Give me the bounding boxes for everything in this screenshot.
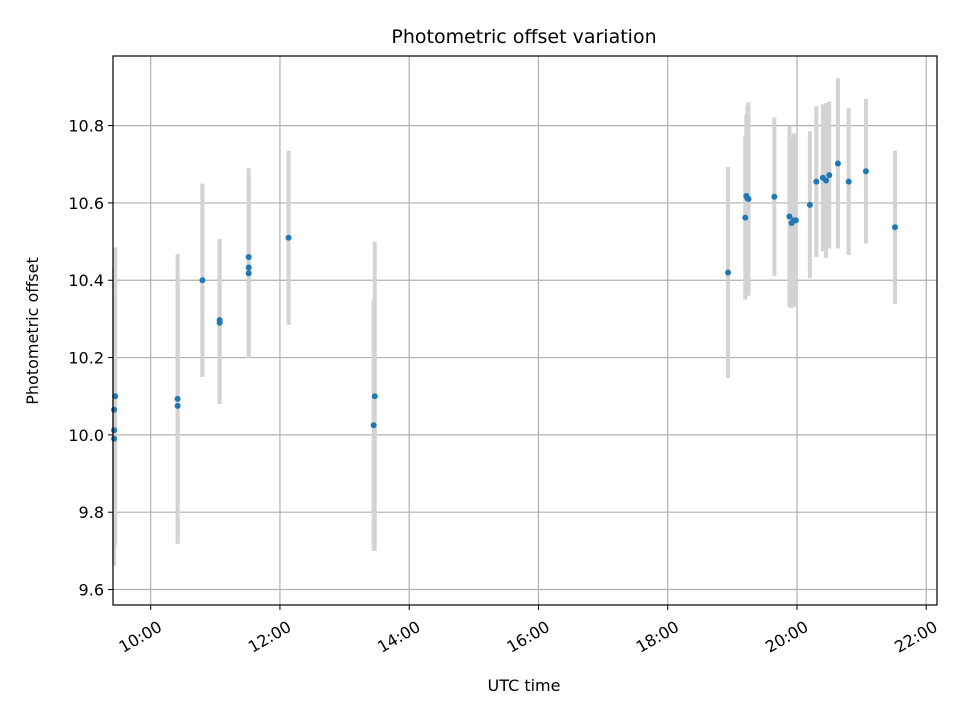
data-point [111, 406, 118, 413]
y-axis: 9.6 9.8 10.0 10.2 10.4 10.6 10.8 [68, 117, 113, 600]
data-point [112, 393, 119, 400]
y-tick-label: 10.0 [68, 426, 104, 445]
data-point [199, 277, 206, 284]
data-point [174, 402, 181, 409]
y-tick-label: 10.8 [68, 117, 104, 136]
data-point [786, 213, 793, 220]
y-tick-label: 9.6 [79, 581, 104, 600]
data-point [813, 178, 820, 185]
data-point [245, 270, 252, 277]
data-point [771, 193, 778, 200]
data-point [806, 201, 813, 208]
data-point [792, 217, 799, 224]
plot-frame [112, 55, 938, 606]
data-point [826, 172, 833, 179]
grid [113, 56, 937, 605]
data-point [742, 214, 749, 221]
data-point [371, 393, 378, 400]
data-point [891, 224, 898, 231]
data-point [845, 178, 852, 185]
data-point [725, 269, 732, 276]
data-points [111, 160, 898, 442]
data-point [370, 422, 377, 429]
y-tick-label: 10.2 [68, 349, 104, 368]
chart-title: Photometric offset variation [391, 26, 656, 48]
y-tick-label: 10.6 [68, 194, 104, 213]
data-point [834, 160, 841, 167]
data-point [862, 168, 869, 175]
y-tick-label: 10.4 [68, 271, 104, 290]
data-point [285, 234, 292, 241]
data-point [174, 395, 181, 402]
data-point [216, 317, 223, 324]
data-point [245, 264, 252, 271]
x-axis-label: UTC time [488, 676, 561, 695]
data-point [823, 177, 830, 184]
data-point [745, 196, 752, 203]
y-axis-label: Photometric offset [23, 257, 42, 405]
data-point [111, 427, 118, 434]
data-point [245, 254, 252, 261]
data-point [111, 435, 118, 442]
y-tick-label: 9.8 [79, 503, 104, 522]
